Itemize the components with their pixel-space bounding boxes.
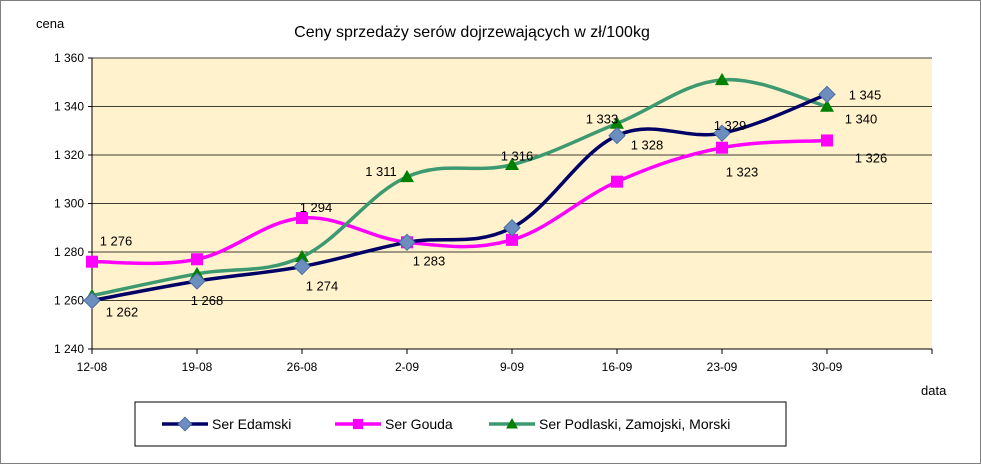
- x-tick-label: 23-09: [707, 360, 738, 374]
- data-point: [611, 175, 623, 188]
- series-line-1: [91, 138, 828, 266]
- series-lines: [91, 77, 828, 303]
- data-labels: 1 276 1 294 1 283 1 323 1 326 1 262 1 311 1 316…: [100, 87, 888, 319]
- legend: Ser Edamski Ser Gouda Ser Podlaski, Zamojs…: [134, 401, 787, 447]
- y-tick-label: 1 360: [54, 51, 84, 65]
- legend-marker: [506, 418, 518, 429]
- legend-label: Ser Gouda: [385, 416, 453, 432]
- x-axis-title: data: [921, 383, 947, 398]
- data-label: 1 328: [631, 138, 664, 153]
- data-point: [86, 255, 98, 268]
- data-point: [295, 249, 309, 263]
- x-tick-labels: 12-08 19-08 26-08 2-09 9-09 16-09 23-09 30-09: [77, 360, 843, 374]
- chart-title: Ceny sprzedaży serów dojrzewających w zł…: [294, 24, 650, 41]
- data-point: [716, 141, 728, 154]
- data-label: 1 340: [845, 112, 878, 127]
- x-tick-label: 26-08: [287, 360, 318, 374]
- data-label: 1 294: [300, 200, 333, 215]
- x-tick-label: 30-09: [812, 360, 843, 374]
- y-tick-label: 1 340: [54, 100, 84, 114]
- data-label: 1 323: [726, 165, 759, 180]
- data-point: [820, 99, 834, 112]
- data-label: 1 316: [501, 149, 534, 164]
- y-tick-label: 1 240: [54, 342, 84, 356]
- data-label: 1 274: [306, 279, 339, 294]
- data-point: [818, 85, 836, 104]
- data-point: [188, 272, 206, 290]
- series-line-2: [91, 77, 828, 298]
- x-tick-label: 2-09: [395, 360, 419, 374]
- data-point: [503, 219, 521, 237]
- legend-label: Ser Edamski: [212, 416, 291, 432]
- legend-marker: [352, 418, 364, 430]
- data-point: [400, 169, 414, 183]
- data-point: [608, 126, 626, 145]
- x-tick-label: 19-08: [182, 360, 213, 374]
- data-label: 1 329: [714, 118, 747, 133]
- data-label: 1 326: [855, 150, 888, 165]
- series-line-0: [91, 92, 828, 303]
- data-point: [506, 233, 518, 246]
- legend-box: [134, 401, 787, 447]
- data-point: [191, 253, 203, 266]
- x-tick-label: 12-08: [77, 360, 108, 374]
- data-label: 1 262: [106, 305, 139, 320]
- y-tick-label: 1 280: [54, 245, 84, 259]
- data-point: [293, 257, 311, 276]
- data-label: 1 333: [586, 111, 619, 126]
- series-markers: [83, 72, 836, 310]
- y-axis-title: cena: [36, 16, 65, 31]
- data-point: [713, 124, 731, 142]
- data-point: [505, 157, 519, 170]
- data-label: 1 276: [100, 234, 133, 249]
- data-point: [296, 212, 308, 225]
- data-point: [610, 116, 624, 129]
- y-tick-label: 1 260: [54, 294, 84, 308]
- y-tick-label: 1 320: [54, 148, 84, 162]
- data-point: [398, 233, 416, 252]
- data-label: 1 345: [849, 87, 882, 102]
- gridlines: [88, 57, 932, 350]
- data-point: [821, 134, 833, 147]
- legend-label: Ser Podlaski, Zamojski, Morski: [539, 416, 730, 432]
- data-label: 1 268: [191, 293, 224, 308]
- y-tick-labels: 1 240 1 260 1 280 1 300 1 320 1 340 1 360: [54, 51, 84, 356]
- data-label: 1 311: [365, 164, 397, 179]
- x-tick-label: 16-09: [602, 360, 633, 374]
- y-tick-label: 1 300: [54, 197, 84, 211]
- data-point: [715, 72, 729, 86]
- legend-marker: [177, 416, 193, 432]
- data-label: 1 283: [413, 253, 446, 268]
- data-point: [83, 291, 101, 310]
- x-tick-label: 9-09: [500, 360, 524, 374]
